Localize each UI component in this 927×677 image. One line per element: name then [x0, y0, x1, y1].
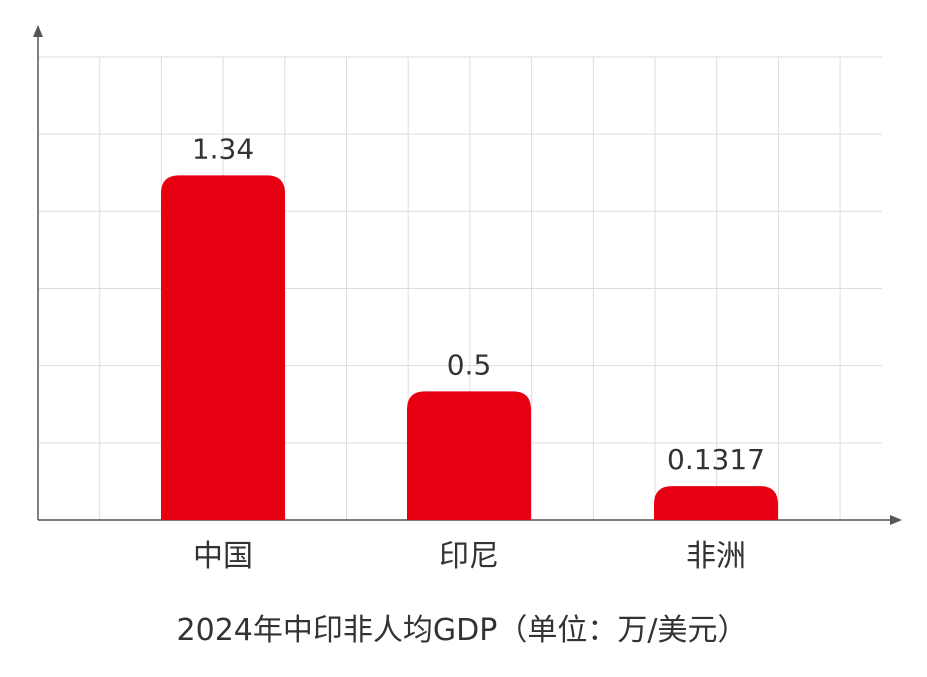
value-label-0: 1.34 [192, 132, 254, 165]
grid [38, 56, 882, 520]
bar-0 [161, 175, 285, 521]
bar-1 [407, 391, 531, 520]
chart-title: 2024年中印非人均GDP（单位：万/美元） [177, 613, 748, 648]
value-label-2: 0.1317 [667, 443, 765, 476]
value-label-1: 0.5 [447, 348, 492, 381]
bars [161, 175, 778, 521]
x-tick-label-1: 印尼 [439, 539, 499, 574]
bar-2 [654, 486, 778, 520]
x-tick-labels: 中国 印尼 非洲 [193, 539, 746, 574]
x-tick-label-2: 非洲 [686, 539, 746, 574]
x-axis-arrow-icon [890, 515, 902, 525]
value-labels: 1.34 0.5 0.1317 [192, 132, 765, 476]
y-axis-arrow-icon [33, 25, 43, 37]
x-tick-label-0: 中国 [193, 539, 253, 574]
